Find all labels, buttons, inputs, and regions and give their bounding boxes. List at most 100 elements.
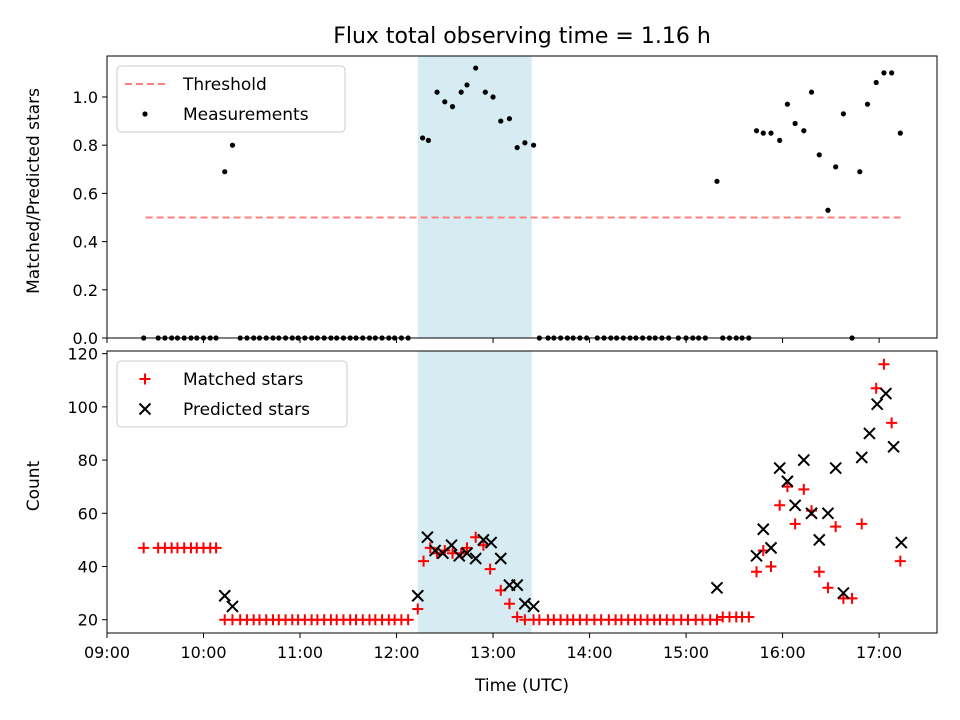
chart-title: Flux total observing time = 1.16 h bbox=[333, 24, 711, 49]
measurements-point bbox=[784, 101, 791, 107]
measurements-point bbox=[825, 207, 831, 213]
predicted-stars-point bbox=[510, 578, 524, 592]
matched-stars-point bbox=[418, 555, 430, 567]
x-tick-label: 17:00 bbox=[856, 643, 902, 662]
matched-stars-point bbox=[878, 358, 890, 370]
legend-predicted-stars-label: Predicted stars bbox=[183, 400, 310, 420]
x-tick-label: 10:00 bbox=[180, 643, 226, 662]
matched-stars-point bbox=[461, 542, 473, 554]
predicted-stars-point bbox=[813, 533, 826, 547]
y-tick-label: 0.6 bbox=[73, 184, 98, 203]
x-tick-label: 09:00 bbox=[84, 643, 130, 662]
matched-stars-point bbox=[424, 542, 436, 554]
predicted-stars-point bbox=[218, 589, 231, 602]
predicted-stars-point bbox=[781, 475, 794, 488]
predicted-stars-point bbox=[805, 507, 818, 520]
y-tick-label: 0.4 bbox=[73, 233, 98, 252]
bottom-panel-counts: 20 40 60 80 100 120 09:00 10:00 11:00 12:00 13:00 1… bbox=[24, 345, 938, 696]
measurements-point bbox=[458, 89, 464, 95]
top-axes-frame bbox=[106, 55, 938, 339]
x-tick-label: 14:00 bbox=[567, 643, 613, 662]
predicted-stars-point bbox=[797, 453, 811, 467]
matched-stars-point bbox=[894, 555, 906, 567]
measurements-point bbox=[808, 89, 815, 95]
measurements-point bbox=[473, 65, 479, 71]
measurements-point bbox=[760, 130, 766, 136]
matched-stars-point bbox=[402, 614, 414, 626]
top-y-axis-label: Matched/Predicted stars bbox=[24, 88, 44, 294]
y-tick-label: 0.0 bbox=[73, 329, 98, 348]
measurements-point bbox=[490, 94, 496, 100]
measurements-point bbox=[530, 142, 537, 148]
predicted-stars-point bbox=[837, 586, 850, 600]
measurements-point bbox=[514, 144, 520, 151]
measurements-point bbox=[873, 79, 879, 86]
matched-stars-point bbox=[798, 483, 810, 495]
matched-stars-point bbox=[511, 611, 523, 623]
predicted-stars-point bbox=[469, 552, 482, 565]
x-tick-label: 13:00 bbox=[470, 643, 516, 662]
measurements-point bbox=[777, 137, 783, 143]
predicted-stars-point bbox=[821, 507, 835, 520]
measurements-point bbox=[419, 135, 426, 141]
predicted-stars-point bbox=[460, 546, 474, 560]
predicted-stars-point bbox=[428, 544, 442, 557]
matched-stars-point bbox=[138, 542, 150, 554]
y-tick-label: 20 bbox=[78, 611, 98, 630]
matched-stars-point bbox=[765, 560, 777, 572]
predicted-stars-point bbox=[477, 533, 490, 547]
measurements-point bbox=[881, 70, 887, 76]
y-tick-label: 0.2 bbox=[73, 281, 98, 300]
predicted-stars-point bbox=[879, 387, 893, 400]
measurements-point bbox=[425, 137, 431, 143]
y-tick-label: 80 bbox=[78, 451, 98, 470]
legend-matched-stars-label: Matched stars bbox=[183, 370, 303, 390]
matched-stars-point bbox=[781, 481, 793, 493]
matched-stars-point bbox=[484, 563, 496, 575]
legend-matched-stars-swatch bbox=[139, 373, 151, 385]
measurements-point bbox=[482, 89, 488, 95]
measurements-point bbox=[464, 82, 470, 88]
predicted-stars-point bbox=[445, 539, 458, 552]
predicted-stars-point bbox=[226, 600, 239, 613]
matched-stars-point bbox=[870, 382, 882, 394]
measurements-point bbox=[522, 140, 528, 146]
matched-stars-point bbox=[822, 582, 834, 594]
top-panel-ratio: 0.0 0.2 0.4 0.6 0.8 1.0 Flux total observing … bbox=[24, 24, 938, 348]
predicted-stars-point bbox=[518, 597, 532, 610]
y-tick-label: 1.0 bbox=[73, 88, 98, 107]
measurements-point bbox=[897, 130, 903, 136]
predicted-stars-point bbox=[757, 523, 770, 536]
measurements-point bbox=[442, 99, 448, 105]
matched-stars-point bbox=[774, 499, 786, 511]
x-tick-label: 12:00 bbox=[373, 643, 419, 662]
predicted-stars-point bbox=[870, 398, 884, 411]
x-tick-label: 11:00 bbox=[277, 643, 323, 662]
top-legend: Threshold Measurements bbox=[116, 65, 346, 133]
measurements-point bbox=[792, 120, 798, 127]
measurements-point bbox=[889, 70, 895, 76]
measurements-point bbox=[864, 101, 871, 107]
predicted-stars-point bbox=[750, 549, 763, 563]
matched-stars-point bbox=[856, 518, 868, 530]
observing-window-span bbox=[417, 56, 532, 338]
legend-predicted-stars-swatch bbox=[138, 402, 152, 416]
predicted-stars-point bbox=[710, 581, 724, 594]
measurements-point bbox=[816, 152, 822, 158]
predicted-stars-point bbox=[829, 461, 842, 475]
observing-window-span bbox=[417, 351, 532, 633]
predicted-stars-point bbox=[484, 536, 498, 549]
measurements-point bbox=[768, 130, 774, 136]
bottom-y-axis-label: Count bbox=[24, 460, 44, 511]
x-axis-label: Time (UTC) bbox=[474, 676, 569, 696]
predicted-stars-point bbox=[773, 461, 786, 475]
legend-box bbox=[116, 65, 346, 133]
measurements-point bbox=[840, 111, 846, 117]
y-tick-label: 0.8 bbox=[73, 136, 98, 155]
predicted-stars-point bbox=[411, 589, 424, 602]
matched-stars-point bbox=[210, 542, 222, 554]
measurements-point bbox=[222, 169, 228, 175]
matched-stars-point bbox=[789, 518, 801, 530]
bottom-legend: Matched stars Predicted stars bbox=[116, 360, 348, 428]
